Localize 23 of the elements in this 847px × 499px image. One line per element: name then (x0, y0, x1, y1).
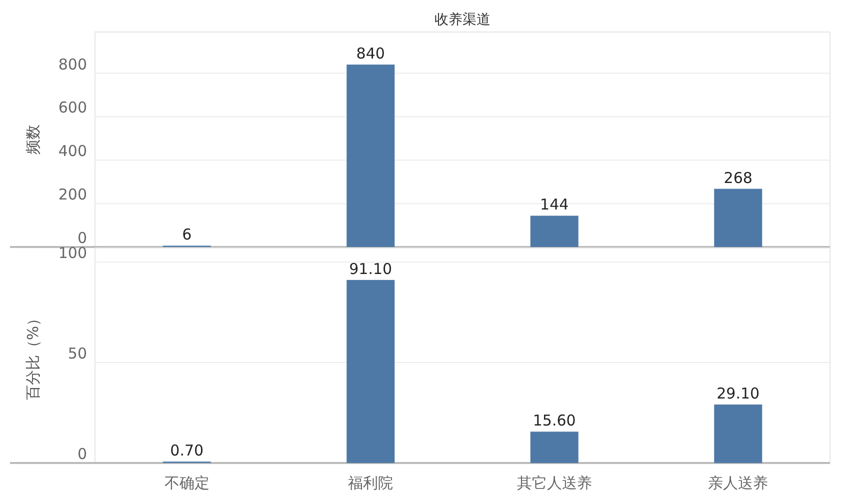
y-axis-title: 频数 (24, 124, 42, 154)
data-label: 144 (540, 196, 569, 214)
x-tick-label: 不确定 (164, 474, 210, 492)
data-label: 29.10 (716, 384, 760, 403)
y-tick-label: 400 (58, 142, 87, 160)
data-label: 268 (724, 168, 752, 187)
y-tick-label: 600 (58, 98, 87, 117)
y-tick-label: 0 (77, 445, 87, 463)
y-axis-title: 百分比（%） (24, 310, 42, 400)
y-tick-label: 50 (68, 344, 87, 363)
y-tick-label: 800 (58, 55, 87, 74)
data-label: 840 (356, 44, 385, 63)
y-tick-label: 0 (77, 229, 87, 247)
data-label: 15.60 (532, 412, 576, 430)
data-label: 91.10 (349, 260, 392, 278)
x-tick-label: 亲人送养 (708, 474, 768, 492)
data-label: 0.70 (170, 442, 204, 460)
y-tick-label: 100 (58, 244, 87, 262)
x-tick-label: 其它人送养 (516, 474, 592, 492)
x-tick-label: 福利院 (348, 474, 394, 492)
chart-title: 收养渠道 (434, 12, 490, 28)
y-tick-label: 200 (58, 186, 87, 204)
data-label: 6 (182, 226, 192, 244)
